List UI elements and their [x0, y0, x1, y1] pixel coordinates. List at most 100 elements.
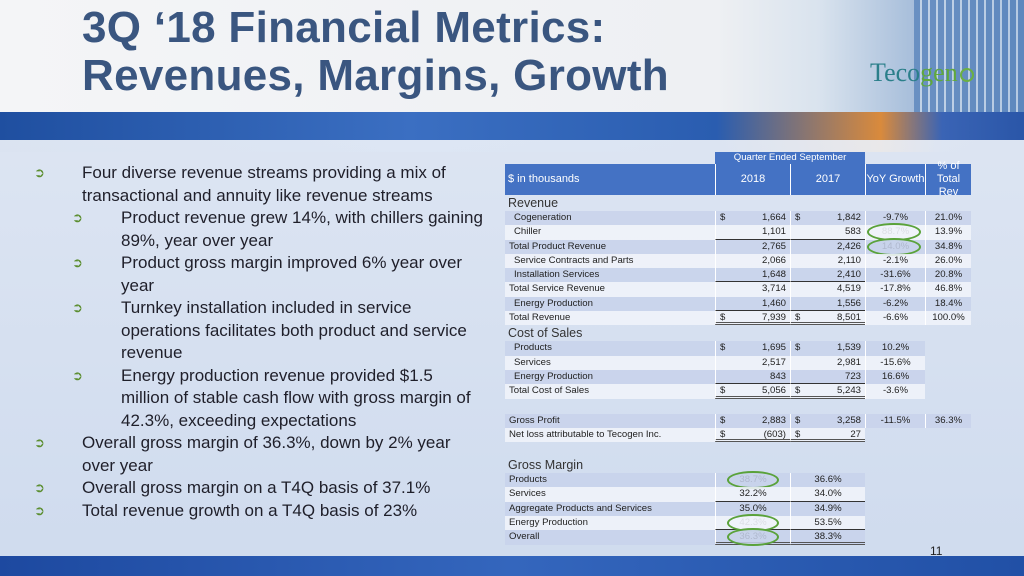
- value-2018: 1,101: [715, 225, 790, 240]
- yoy-cell: -15.6%: [865, 355, 925, 370]
- table-row: Total Revenue $7,939 $8,501 -6.6% 100.0%: [505, 311, 971, 326]
- yoy-cell: -6.2%: [865, 296, 925, 312]
- table-row: Cogeneration $1,664 $1,842 -9.7% 21.0%: [505, 211, 971, 226]
- table-row: Overall36.3%38.3%: [505, 528, 971, 547]
- financial-table: Quarter Ended September $ in thousands 2…: [505, 152, 971, 547]
- value-2017: $3,258: [790, 413, 865, 428]
- currency-symbol: $: [720, 312, 726, 324]
- pct-cell: 36.3%: [925, 413, 971, 428]
- pct-cell: 26.0%: [925, 253, 971, 269]
- label-cell: Total Revenue: [505, 311, 715, 326]
- value: 723: [844, 370, 861, 382]
- value: 2,410: [836, 269, 861, 281]
- page-number: 11: [930, 544, 943, 558]
- value: 583: [844, 226, 861, 238]
- value-2017: 2,426: [790, 239, 865, 254]
- value: 2,066: [761, 254, 786, 266]
- value: 27: [850, 428, 861, 440]
- table-header: $ in thousands 2018 2017 YoY Growth % of…: [505, 160, 971, 198]
- bullet-text: Product revenue grew 14%, with chillers …: [121, 208, 483, 227]
- value: 7,939: [761, 312, 786, 324]
- value: (603): [763, 428, 786, 440]
- highlight-circle: [727, 528, 779, 547]
- table-row: Energy Production 1,460 1,556 -6.2% 18.4%: [505, 296, 971, 312]
- label-cell: Products: [505, 341, 715, 356]
- yoy-growth: -6.6%: [882, 312, 909, 324]
- label-cell: Energy Production: [505, 516, 715, 531]
- value-2017: $8,501: [790, 311, 865, 326]
- value-2017: $27: [790, 427, 865, 443]
- currency-symbol: $: [795, 342, 801, 354]
- currency-symbol: $: [720, 385, 726, 397]
- value-2018: $2,883: [715, 413, 790, 428]
- section-heading: Revenue: [508, 196, 559, 210]
- bullet-text: transactional and annuity like revenue s…: [82, 185, 433, 205]
- value-2017: 38.3%: [790, 530, 865, 545]
- title-line: Revenues, Margins, Growth: [82, 51, 669, 100]
- pct-total: 36.3%: [934, 414, 963, 426]
- label-cell: Gross Profit: [505, 413, 715, 428]
- value: 53.5%: [814, 517, 842, 529]
- yoy-growth: 16.6%: [881, 370, 910, 382]
- pct-cell: 13.9%: [925, 225, 971, 240]
- yoy-growth: -3.6%: [882, 385, 909, 397]
- label-cell: Services: [505, 487, 715, 502]
- bullet-text: Turnkey installation included in service: [121, 298, 412, 317]
- value-2018: 843: [715, 369, 790, 385]
- value-2017: 34.9%: [790, 501, 865, 517]
- pct-total: 46.8%: [934, 283, 963, 295]
- bullet-arrow-icon: ➲: [72, 367, 83, 383]
- label-cell: Total Product Revenue: [505, 239, 715, 254]
- label-cell: Energy Production: [505, 296, 715, 312]
- yoy-growth: -6.2%: [882, 297, 909, 309]
- table-row: Products $1,695 $1,539 10.2%: [505, 341, 971, 356]
- row-label: Energy Production: [514, 370, 593, 382]
- value: 1,539: [836, 342, 861, 354]
- value-2018: 2,517: [715, 355, 790, 370]
- value: 2,426: [836, 240, 861, 252]
- value: 38.3%: [814, 531, 842, 543]
- label-cell: Net loss attributable to Tecogen Inc.: [505, 427, 715, 443]
- value: 1,101: [761, 226, 786, 238]
- row-label: Energy Production: [514, 297, 593, 309]
- bullet-text: Energy production revenue provided $1.5: [121, 365, 433, 385]
- label-cell: Installation Services: [505, 268, 715, 283]
- table-row: Installation Services 1,648 2,410 -31.6% 20.…: [505, 268, 971, 283]
- value: 34.0%: [814, 488, 842, 500]
- currency-symbol: $: [720, 428, 726, 440]
- pct-cell: 46.8%: [925, 282, 971, 297]
- value: 8,501: [836, 312, 861, 324]
- value: 32.2%: [739, 488, 767, 500]
- bullet-text: Four diverse revenue streams providing a…: [82, 163, 446, 182]
- row-label: Total Service Revenue: [509, 283, 605, 295]
- table-row: Services 32.2% 34.0%: [505, 487, 971, 502]
- header-2017: 2017: [790, 164, 865, 195]
- value: 2,981: [836, 356, 861, 368]
- bullet-text: year: [121, 275, 155, 295]
- row-label: Total Cost of Sales: [509, 385, 589, 397]
- row-label: Overall: [509, 531, 540, 543]
- bullet-text: 89%, year over year: [121, 230, 274, 250]
- value-2017: 2,410: [790, 268, 865, 283]
- label-cell: Total Service Revenue: [505, 282, 715, 297]
- value-2017: $5,243: [790, 384, 865, 399]
- bullet-text: 42.3%, exceeding expectations: [121, 410, 357, 430]
- pct-total: 13.9%: [934, 226, 963, 238]
- yoy-cell: -9.7%: [865, 211, 925, 226]
- header-pct-total: % of Total Rev: [925, 160, 971, 198]
- value-2018: 1,648: [715, 268, 790, 283]
- value: 4,519: [836, 283, 861, 295]
- table-row: Energy Production42.3%53.5%: [505, 514, 971, 533]
- title-background: [0, 0, 1024, 112]
- value: 5,243: [836, 385, 861, 397]
- building-photo: [914, 0, 1024, 112]
- bullet-text: operations facilitates both product and …: [121, 320, 467, 340]
- slide-title: 3Q ‘18 Financial Metrics: Revenues, Marg…: [82, 4, 669, 100]
- yoy-growth: -9.7%: [882, 212, 909, 223]
- pct-total: 26.0%: [934, 254, 963, 266]
- header-2018: 2018: [715, 164, 790, 195]
- yoy-growth: -17.8%: [880, 283, 911, 295]
- row-label: Total Product Revenue: [509, 240, 607, 252]
- label-cell: Chiller: [505, 225, 715, 240]
